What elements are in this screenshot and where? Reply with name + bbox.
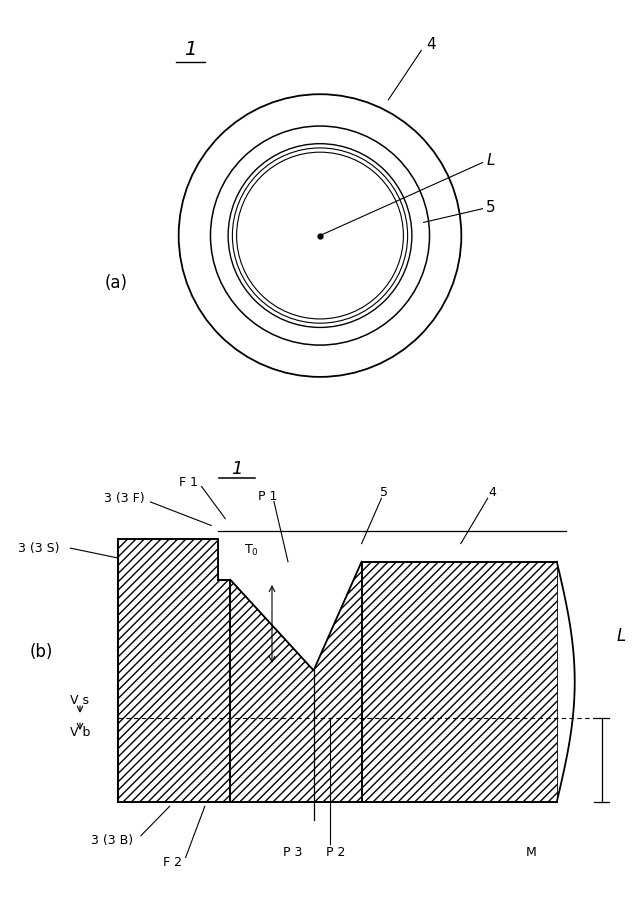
Text: P 2: P 2 xyxy=(326,846,346,859)
Text: L: L xyxy=(616,628,625,645)
Text: T$_0$: T$_0$ xyxy=(244,543,259,558)
Text: P 3: P 3 xyxy=(284,846,303,859)
Polygon shape xyxy=(118,539,230,802)
Text: 5: 5 xyxy=(486,200,495,215)
Text: 1: 1 xyxy=(184,40,196,59)
Text: L: L xyxy=(486,153,495,168)
Polygon shape xyxy=(230,562,362,802)
Text: F 2: F 2 xyxy=(163,856,182,870)
Text: 3 (3 B): 3 (3 B) xyxy=(91,834,133,847)
Text: V b: V b xyxy=(70,727,90,739)
Text: 3 (3 S): 3 (3 S) xyxy=(18,542,59,554)
Text: (b): (b) xyxy=(30,643,53,661)
Text: 4: 4 xyxy=(426,37,436,53)
Text: (a): (a) xyxy=(105,274,128,292)
Text: V s: V s xyxy=(70,694,90,708)
Text: 4: 4 xyxy=(489,487,497,499)
Polygon shape xyxy=(362,562,557,802)
Text: 3 (3 F): 3 (3 F) xyxy=(104,492,145,505)
Text: P 1: P 1 xyxy=(258,489,277,503)
Text: F 1: F 1 xyxy=(179,476,198,489)
Text: 1: 1 xyxy=(231,460,243,477)
Text: M: M xyxy=(526,846,536,859)
Text: 5: 5 xyxy=(380,487,388,499)
